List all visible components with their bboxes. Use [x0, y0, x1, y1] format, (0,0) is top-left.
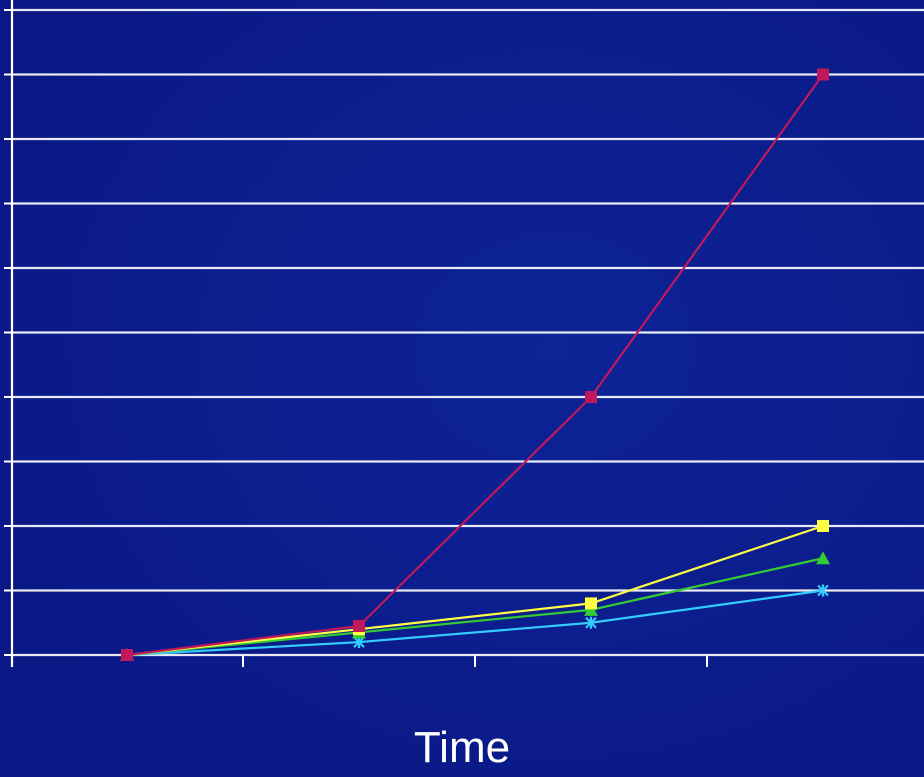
series-lines	[126, 73, 824, 657]
series-line	[126, 73, 824, 657]
axes	[4, 0, 708, 667]
data-point-star	[585, 616, 597, 629]
series-markers	[120, 68, 830, 661]
data-point-square	[817, 68, 829, 81]
gridlines	[12, 8, 924, 657]
series-line	[126, 589, 824, 657]
x-axis-title: Time	[413, 723, 511, 772]
data-point-star	[817, 584, 829, 597]
data-point-triangle	[816, 551, 830, 565]
data-point-square	[121, 649, 133, 661]
data-point-square	[585, 597, 597, 610]
series-line	[126, 557, 824, 657]
data-point-square	[353, 619, 365, 632]
series-line	[126, 524, 824, 657]
data-point-square	[585, 391, 597, 403]
data-point-square	[817, 520, 829, 532]
